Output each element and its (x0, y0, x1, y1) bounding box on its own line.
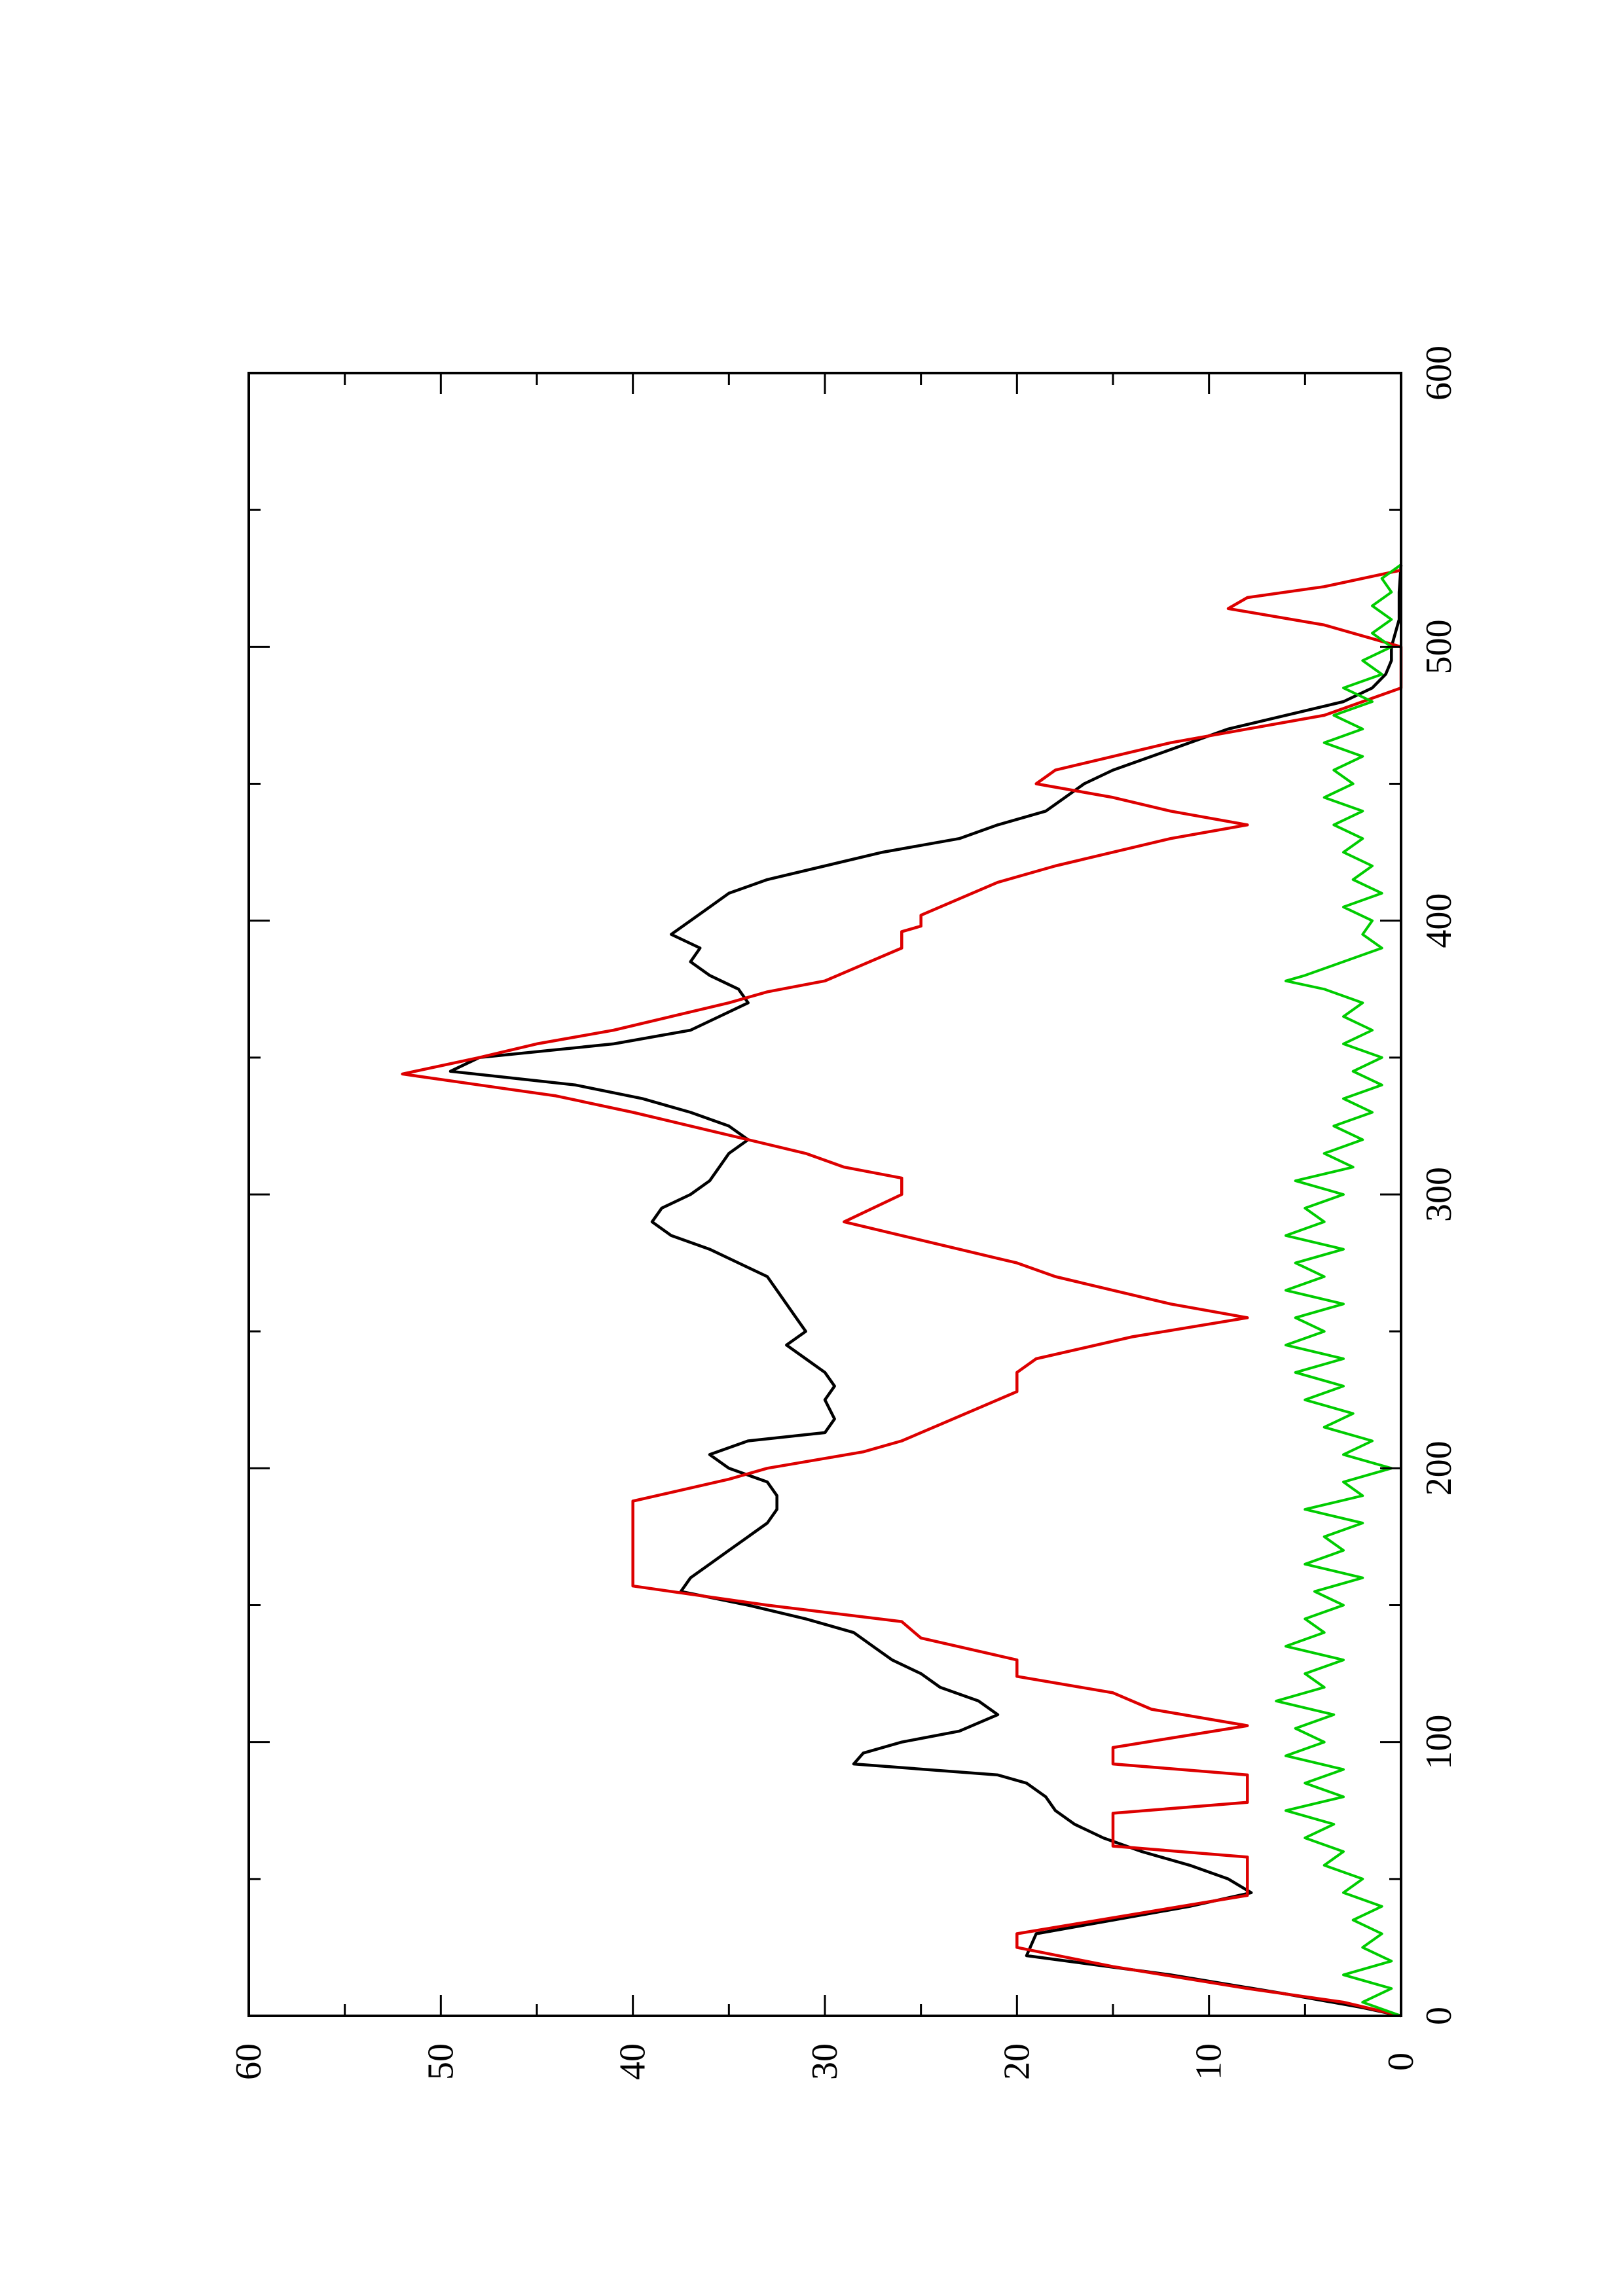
y-tick-label: 10 (1189, 2043, 1230, 2080)
x-tick-label: 500 (1419, 619, 1459, 674)
y-tick-label: 30 (805, 2043, 845, 2080)
red-series-line (401, 568, 1403, 2018)
x-tick-label: 200 (1419, 1441, 1459, 1496)
x-tick-label: 600 (1419, 346, 1459, 401)
black-series-line (448, 564, 1403, 2018)
x-tick-label: 300 (1419, 1167, 1459, 1222)
x-tick-label: 0 (1419, 2007, 1459, 2025)
ticks-layer (247, 372, 1402, 2017)
green-series-line (1275, 564, 1402, 2017)
y-tick-label: 0 (1381, 2053, 1421, 2071)
x-tick-label: 400 (1419, 893, 1459, 948)
y-tick-label: 60 (228, 2043, 269, 2080)
y-tick-label: 50 (420, 2043, 461, 2080)
x-tick-label: 100 (1419, 1715, 1459, 1770)
y-tick-label: 40 (613, 2043, 653, 2080)
series-layer (401, 564, 1403, 2018)
y-tick-label: 20 (996, 2043, 1037, 2080)
tick-labels-layer: 0 100 200 300 400 500 600 0 10 20 30 40 50 60 (228, 346, 1459, 2080)
